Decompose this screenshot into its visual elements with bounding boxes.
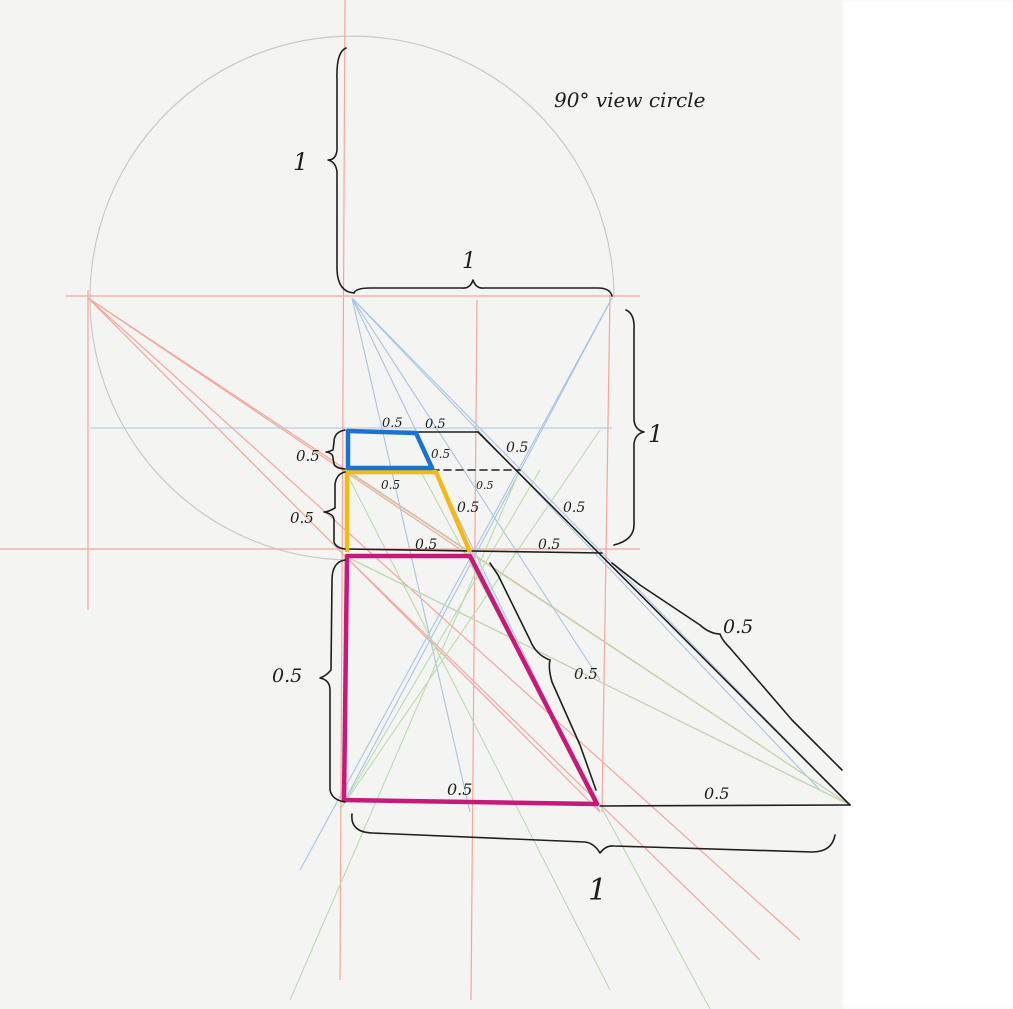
right-height-label: 1 xyxy=(648,420,663,448)
ground-right-label: 0.5 xyxy=(704,784,729,803)
magenta-bottom-label: 0.5 xyxy=(447,780,472,799)
ink-lines xyxy=(344,431,851,807)
magenta-side-label: 0.5 xyxy=(574,665,598,683)
ground-mid-label: 0.5 xyxy=(538,537,560,553)
yellow-bottom-label: 0.5 xyxy=(415,537,437,553)
magenta-shape xyxy=(341,553,600,807)
yellow-shape xyxy=(344,469,473,553)
blue-shape xyxy=(345,428,435,471)
blue-height-label: 0.5 xyxy=(296,447,320,465)
yellow-side-label: 0.5 xyxy=(457,500,479,516)
top-height-label: 1 xyxy=(293,148,308,176)
yellow-top-right-label: 0.5 xyxy=(476,479,494,492)
circle-label: 90° view circle xyxy=(554,88,705,112)
red-guides xyxy=(0,0,851,1001)
blue-side-label: 0.5 xyxy=(431,447,450,461)
blue-top-right-label: 0.5 xyxy=(425,417,446,432)
dimension-braces xyxy=(319,47,843,854)
blue-top-left-label: 0.5 xyxy=(382,416,403,431)
paper-edge xyxy=(840,0,1013,1009)
bottom-total-label: 1 xyxy=(588,873,607,908)
blue-guides xyxy=(90,297,851,871)
top-width-label: 1 xyxy=(462,249,476,274)
yellow-height-label: 0.5 xyxy=(290,509,314,527)
magenta-height-label: 0.5 xyxy=(272,665,302,687)
diag-mid-label: 0.5 xyxy=(563,500,585,516)
yellow-top-left-label: 0.5 xyxy=(381,478,400,492)
big-diag-label: 0.5 xyxy=(723,616,753,638)
diag-top-label: 0.5 xyxy=(506,440,528,456)
view-circle xyxy=(89,35,615,561)
